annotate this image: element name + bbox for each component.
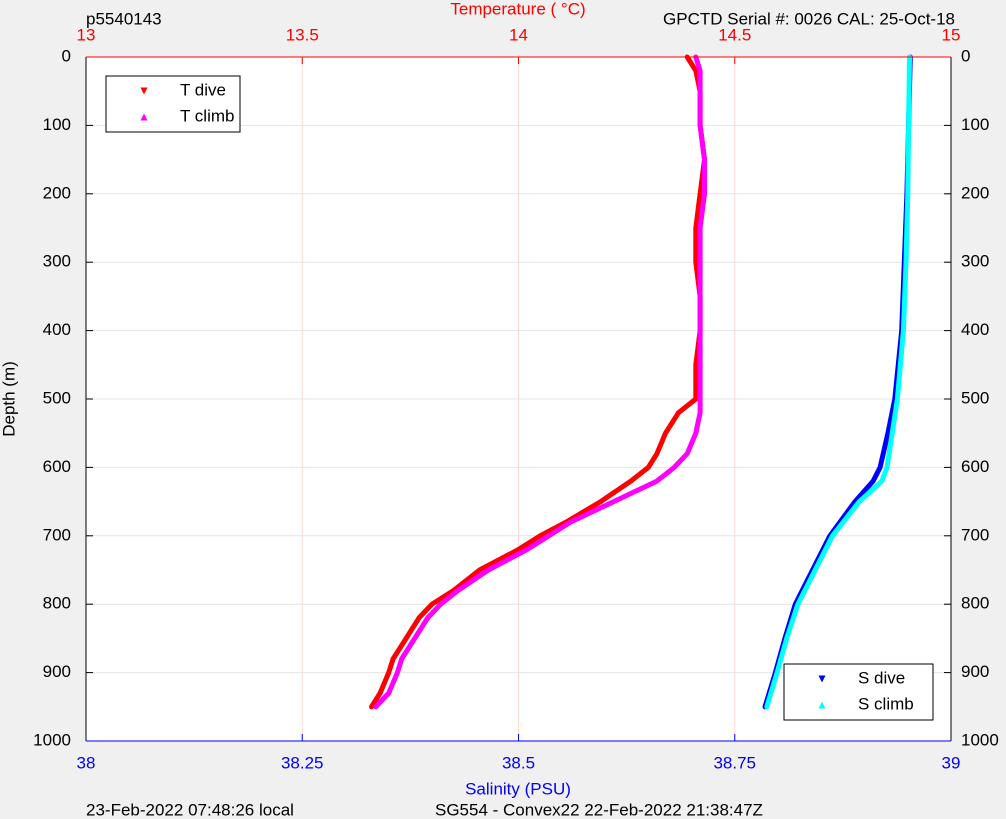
x-tick-label: 39 bbox=[942, 753, 961, 772]
header-right: GPCTD Serial #: 0026 CAL: 25-Oct-18 bbox=[663, 9, 955, 28]
legend-marker bbox=[818, 701, 826, 709]
x-tick-label: 38.5 bbox=[502, 753, 535, 772]
legend-label: T dive bbox=[180, 80, 226, 99]
y-tick-label: 600 bbox=[43, 457, 71, 476]
x2-tick-label: 15 bbox=[942, 25, 961, 44]
y-tick-label: 800 bbox=[43, 594, 71, 613]
lines bbox=[369, 54, 913, 710]
x2-tick-label: 13 bbox=[77, 25, 96, 44]
y2-tick-label: 400 bbox=[961, 320, 989, 339]
legend-box bbox=[783, 663, 934, 721]
x-tick-label: 38 bbox=[77, 753, 96, 772]
footer-right: SG554 - Convex22 22-Feb-2022 21:38:47Z bbox=[435, 800, 763, 819]
y-tick-label: 900 bbox=[43, 662, 71, 681]
axes: 0 0 100 100 200 200 300 300 400 400 500 500 600 600 70… bbox=[33, 25, 999, 772]
y2-tick-label: 0 bbox=[961, 46, 970, 65]
x2-tick-label: 14.5 bbox=[718, 25, 751, 44]
y-axis-label: Depth (m) bbox=[0, 361, 18, 437]
y-tick-label: 100 bbox=[43, 115, 71, 134]
legend-marker bbox=[140, 87, 148, 95]
legend: T dive T climb bbox=[105, 75, 241, 133]
legend-label: S climb bbox=[858, 694, 914, 713]
legend-label: T climb bbox=[180, 106, 234, 125]
profile-line bbox=[369, 54, 707, 710]
footer-left: 23-Feb-2022 07:48:26 local bbox=[86, 800, 294, 819]
legend: S dive S climb bbox=[783, 663, 934, 721]
y2-tick-label: 700 bbox=[961, 525, 989, 544]
y2-tick-label: 100 bbox=[961, 115, 989, 134]
y2-tick-label: 900 bbox=[961, 662, 989, 681]
y-tick-label: 700 bbox=[43, 525, 71, 544]
x-axis-label: Salinity (PSU) bbox=[465, 779, 571, 798]
y2-tick-label: 1000 bbox=[961, 730, 999, 749]
y-tick-label: 300 bbox=[43, 252, 71, 271]
profile-id: p5540143 bbox=[86, 9, 162, 28]
x2-tick-label: 13.5 bbox=[286, 25, 319, 44]
legend-box bbox=[105, 75, 241, 133]
x2-tick-label: 14 bbox=[509, 25, 528, 44]
x-tick-label: 38.25 bbox=[281, 753, 324, 772]
legend-marker bbox=[140, 113, 148, 121]
profile-line bbox=[373, 54, 707, 710]
y2-tick-label: 300 bbox=[961, 252, 989, 271]
y2-tick-label: 500 bbox=[961, 388, 989, 407]
legend-label: S dive bbox=[858, 668, 905, 687]
y-tick-label: 0 bbox=[62, 46, 71, 65]
y-tick-label: 1000 bbox=[33, 730, 71, 749]
profile-line bbox=[764, 54, 912, 710]
y2-tick-label: 200 bbox=[961, 183, 989, 202]
legend-marker bbox=[818, 675, 826, 683]
y-tick-label: 500 bbox=[43, 388, 71, 407]
y-tick-label: 400 bbox=[43, 320, 71, 339]
y-tick-label: 200 bbox=[43, 183, 71, 202]
y2-tick-label: 800 bbox=[961, 594, 989, 613]
x2-axis-label: Temperature ( °C) bbox=[450, 0, 585, 18]
y2-tick-label: 600 bbox=[961, 457, 989, 476]
x-tick-label: 38.75 bbox=[713, 753, 756, 772]
